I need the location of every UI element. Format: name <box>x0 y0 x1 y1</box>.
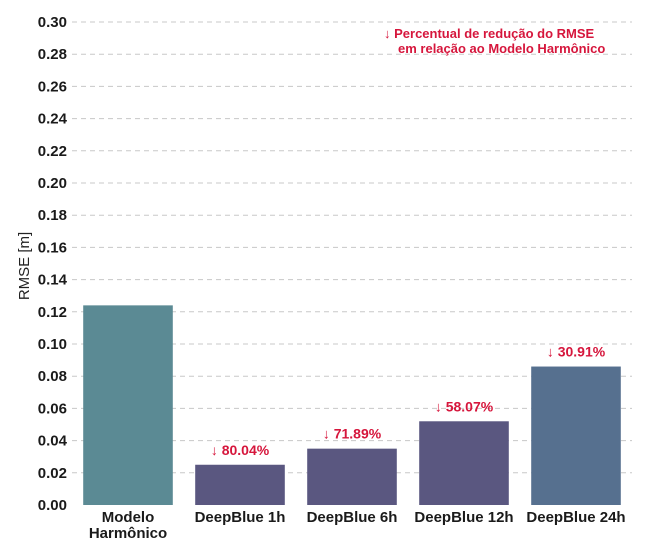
x-tick-label: DeepBlue 24h <box>526 509 625 526</box>
y-tick-label: 0.28 <box>38 46 67 63</box>
y-tick-label: 0.08 <box>38 368 67 385</box>
y-tick-label: 0.18 <box>38 207 67 224</box>
y-axis-label: RMSE [m] <box>16 232 33 300</box>
data-label: ↓ 30.91% <box>547 344 606 360</box>
legend-annotation: ↓ Percentual de redução do RMSE em relaç… <box>384 26 605 56</box>
data-label: ↓ 58.07% <box>435 398 494 414</box>
annotation-line-1: ↓ Percentual de redução do RMSE <box>384 26 595 41</box>
annotation-line-2: em relação ao Modelo Harmônico <box>398 41 605 56</box>
y-tick-label: 0.06 <box>38 400 67 417</box>
x-tick-label: Harmônico <box>89 525 167 542</box>
x-tick-label: Modelo <box>102 509 155 526</box>
bar <box>531 366 621 505</box>
y-tick-label: 0.12 <box>38 304 67 321</box>
y-tick-label: 0.24 <box>38 111 68 128</box>
bar <box>195 464 285 505</box>
x-tick-label: DeepBlue 12h <box>414 509 513 526</box>
data-labels: ↓ 80.04% ↓ 71.89% ↓ 58.07% ↓ 30.91% <box>211 344 606 458</box>
y-tick-label: 0.22 <box>38 143 67 160</box>
y-tick-label: 0.14 <box>38 272 68 289</box>
y-tick-label: 0.20 <box>38 175 67 192</box>
bar <box>83 305 173 505</box>
y-tick-label: 0.30 <box>38 14 67 31</box>
x-tick-label: DeepBlue 1h <box>195 509 286 526</box>
data-label: ↓ 80.04% <box>211 442 270 458</box>
bars <box>83 305 621 505</box>
y-tick-label: 0.04 <box>38 433 68 450</box>
y-tick-label: 0.00 <box>38 497 67 514</box>
x-tick-label: DeepBlue 6h <box>307 509 398 526</box>
y-tick-label: 0.16 <box>38 239 67 256</box>
y-tick-label: 0.26 <box>38 78 67 95</box>
y-tick-labels: 0.00 0.02 0.04 0.06 0.08 0.10 0.12 0.14 0.16 0.18… <box>38 14 68 514</box>
y-tick-label: 0.02 <box>38 465 67 482</box>
data-label: ↓ 71.89% <box>323 426 382 442</box>
bar <box>419 421 509 505</box>
bar <box>307 448 397 505</box>
y-tick-label: 0.10 <box>38 336 67 353</box>
